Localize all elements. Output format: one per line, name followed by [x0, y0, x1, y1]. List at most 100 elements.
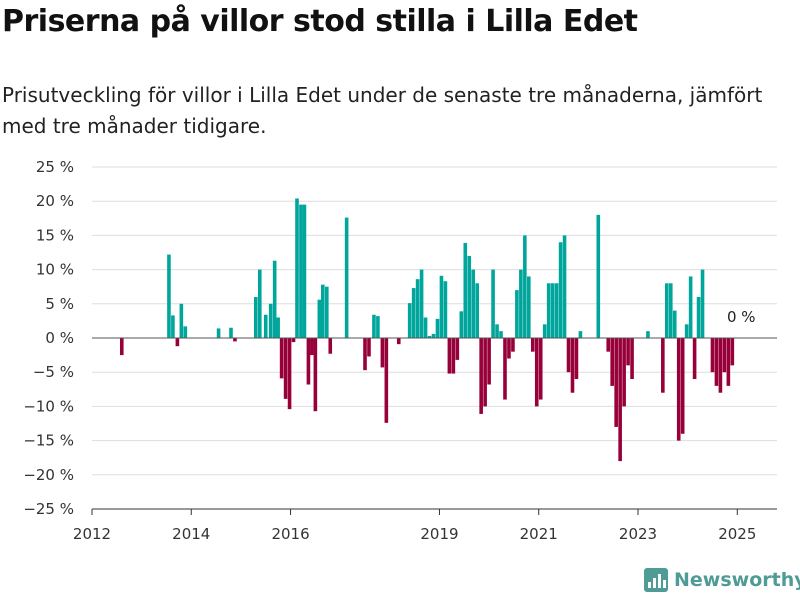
y-tick-label: −10 % [23, 397, 74, 415]
x-tick-label: 2025 [718, 525, 756, 543]
axes [91, 337, 777, 515]
x-tick-label: 2014 [172, 525, 210, 543]
bar [626, 338, 630, 366]
y-tick-label: 20 % [36, 192, 74, 210]
bar [411, 288, 416, 338]
chart-subtitle: Prisutveckling för villor i Lilla Edet u… [2, 83, 763, 138]
bar [718, 338, 723, 393]
bar [427, 335, 432, 338]
bar [439, 275, 444, 338]
bar [546, 283, 551, 338]
bar [606, 338, 611, 352]
bar [380, 338, 385, 368]
bar [665, 283, 669, 338]
page-title: Priserna på villor stod stilla i Lilla E… [2, 4, 638, 39]
y-tick-label: 0 % [45, 329, 74, 347]
bar [530, 338, 535, 352]
bar [680, 338, 685, 434]
bar [538, 338, 543, 400]
bar [384, 338, 389, 423]
bar [317, 299, 322, 338]
bar [519, 269, 523, 338]
bar [618, 338, 622, 462]
bar [726, 338, 731, 386]
bar [630, 338, 634, 380]
bar [483, 338, 487, 407]
bar [415, 279, 420, 338]
bar [710, 338, 715, 373]
bar [423, 317, 428, 338]
y-tick-label: 5 % [45, 295, 74, 313]
bar [668, 283, 673, 338]
bar [291, 338, 296, 343]
bar [419, 269, 424, 338]
y-tick-label: 15 % [36, 226, 74, 244]
bar [324, 286, 329, 338]
bar [692, 338, 697, 380]
y-tick-label: −20 % [23, 466, 74, 484]
x-tick-label: 2012 [73, 525, 111, 543]
bar [283, 338, 288, 399]
bar [268, 303, 273, 338]
bar [119, 338, 124, 356]
bar [175, 338, 180, 347]
bar [475, 283, 479, 338]
bar [523, 235, 527, 338]
bar [661, 338, 665, 393]
x-tick-label: 2016 [271, 525, 309, 543]
bar [542, 324, 547, 338]
bar [171, 315, 175, 338]
bar [183, 326, 188, 338]
bar [610, 338, 614, 386]
bar [257, 269, 262, 338]
bar [463, 242, 468, 338]
y-tick-label: −5 % [33, 363, 74, 381]
bar [550, 283, 555, 338]
bar [310, 338, 314, 356]
bar [299, 204, 303, 338]
last-value-label: 0 % [727, 308, 756, 326]
bar [455, 338, 460, 360]
bar [622, 338, 626, 407]
bar [558, 242, 563, 338]
bar [443, 281, 448, 338]
bar [722, 338, 727, 373]
y-tick-label: −25 % [23, 500, 74, 518]
bar [372, 314, 376, 338]
bar-series [119, 198, 735, 462]
bar [407, 303, 412, 338]
bar [515, 290, 519, 338]
bar [527, 276, 531, 338]
bar [272, 260, 277, 338]
bar [279, 338, 284, 379]
y-tick-label: −15 % [23, 432, 74, 450]
bar [491, 269, 495, 338]
bar [263, 314, 268, 338]
bar [570, 338, 575, 393]
bar [562, 235, 567, 338]
bar [167, 254, 171, 338]
bar [511, 338, 515, 352]
x-tick-label: 2019 [420, 525, 458, 543]
x-tick-label: 2021 [520, 525, 558, 543]
bar [306, 338, 311, 385]
bar [287, 338, 292, 410]
bar [376, 316, 380, 338]
y-tick-label: 10 % [36, 261, 74, 279]
brand-name: Newsworthy [674, 569, 800, 591]
bar [229, 327, 233, 338]
bar [574, 338, 579, 380]
bar [367, 338, 371, 357]
bar [684, 324, 689, 338]
bar [302, 204, 307, 338]
bar [295, 198, 299, 338]
bar [596, 214, 601, 338]
bar [696, 296, 701, 338]
bar [321, 284, 325, 338]
bar [688, 276, 693, 338]
x-tick-label: 2023 [619, 525, 657, 543]
bar [554, 283, 559, 338]
bar [578, 331, 583, 338]
y-tick-label: 25 % [36, 158, 74, 176]
